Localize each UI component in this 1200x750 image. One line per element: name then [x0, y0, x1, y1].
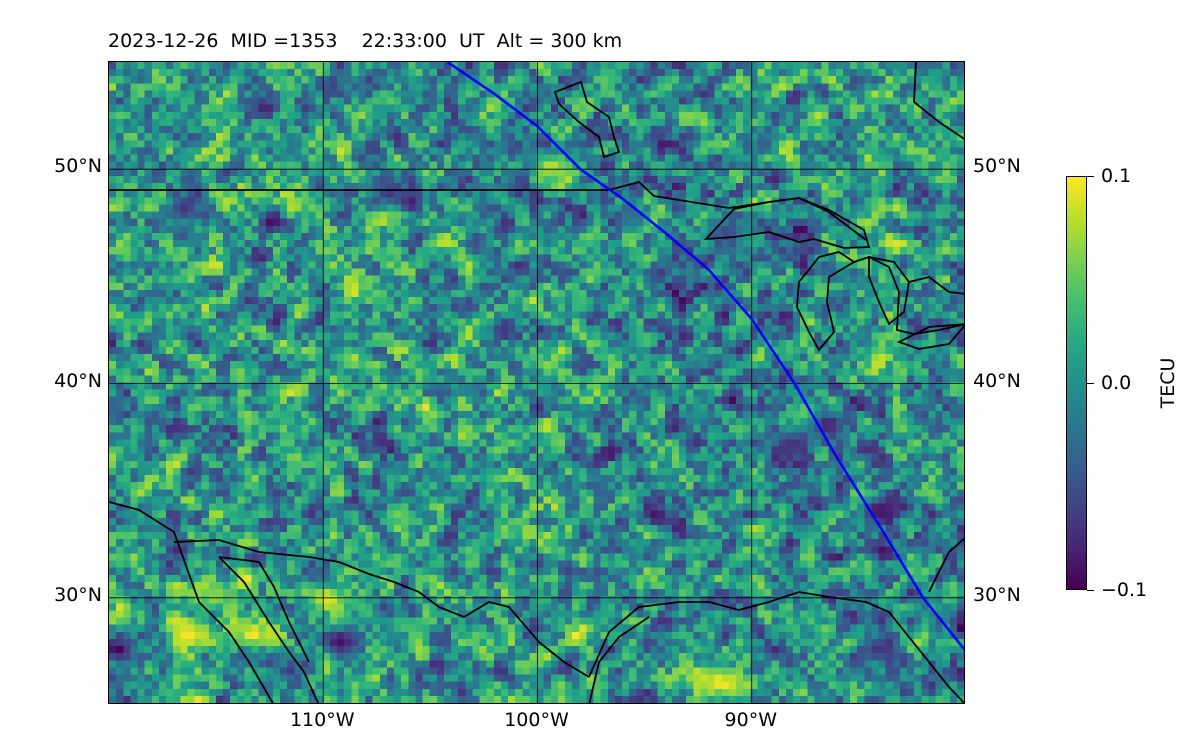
coastline-path — [896, 323, 964, 350]
colorbar-tick — [1087, 590, 1094, 592]
coastline-path — [913, 62, 964, 140]
colorbar-tick-label: −0.1 — [1101, 579, 1148, 601]
colorbar-tick — [1087, 176, 1094, 178]
satellite-track — [446, 62, 964, 651]
coastline-path — [218, 556, 310, 663]
lat-tick-label-left: 30°N — [54, 583, 102, 606]
lat-tick-label-right: 30°N — [973, 583, 1021, 606]
colorbar-tick-label: 0.1 — [1101, 165, 1132, 187]
lon-tick-label: 90°W — [724, 709, 777, 731]
colorbar-tick — [1087, 383, 1094, 385]
coastline-path — [853, 256, 964, 335]
coastline-path — [796, 251, 856, 352]
coastline-path — [173, 539, 590, 678]
map-overlay — [109, 62, 964, 703]
coastline-path — [703, 197, 871, 249]
map-title: 2023-12-26 MID =1353 22:33:00 UT Alt = 3… — [108, 30, 623, 52]
coastline-path — [218, 556, 320, 703]
coastline-path — [553, 80, 621, 159]
coastline-path — [928, 537, 964, 593]
lat-tick-label-right: 50°N — [973, 155, 1021, 178]
colorbar-label: TECU — [1157, 357, 1179, 409]
gridlines — [109, 62, 964, 703]
map-panel — [108, 61, 965, 704]
coastline-path — [908, 276, 964, 295]
colorbar — [1066, 176, 1087, 590]
lat-tick-label-left: 40°N — [54, 369, 102, 392]
lon-tick-label: 100°W — [504, 709, 569, 731]
coastlines — [109, 62, 964, 703]
lat-tick-label-left: 50°N — [54, 155, 102, 178]
lat-tick-label-right: 40°N — [973, 369, 1021, 392]
coastline-path — [109, 501, 274, 703]
coastline-path — [868, 255, 910, 326]
coastline-path — [588, 591, 964, 703]
lon-tick-label: 110°W — [289, 709, 355, 731]
colorbar-tick-label: 0.0 — [1101, 372, 1132, 394]
coastline-path — [588, 616, 650, 703]
coastline-path — [109, 181, 867, 241]
